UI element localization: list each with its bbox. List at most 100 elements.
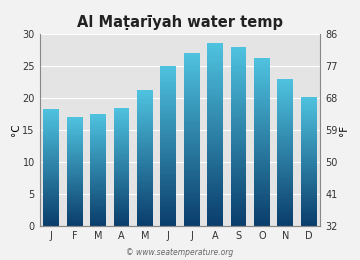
Bar <box>277 166 293 167</box>
Bar <box>43 125 59 126</box>
Bar <box>207 79 223 80</box>
Bar <box>301 198 317 199</box>
Bar <box>207 159 223 161</box>
Bar <box>184 62 200 63</box>
Bar <box>301 170 317 171</box>
Bar <box>160 107 176 109</box>
Bar <box>160 99 176 101</box>
Bar <box>230 131 247 132</box>
Bar <box>207 210 223 211</box>
Bar <box>301 104 317 105</box>
Bar <box>90 219 106 220</box>
Bar <box>277 161 293 162</box>
Bar <box>90 151 106 152</box>
Bar <box>254 109 270 110</box>
Bar <box>184 154 200 155</box>
Bar <box>43 153 59 154</box>
Bar <box>207 199 223 200</box>
Bar <box>277 193 293 194</box>
Bar <box>113 166 130 167</box>
Bar <box>301 155 317 156</box>
Bar <box>301 201 317 203</box>
Bar <box>254 216 270 218</box>
Bar <box>254 173 270 174</box>
Bar <box>160 165 176 166</box>
Bar <box>207 144 223 146</box>
Bar <box>160 125 176 126</box>
Bar <box>113 162 130 163</box>
Bar <box>43 160 59 161</box>
Bar <box>113 153 130 154</box>
Bar <box>43 167 59 168</box>
Bar <box>43 144 59 145</box>
Bar <box>254 190 270 191</box>
Bar <box>254 222 270 223</box>
Bar <box>90 216 106 217</box>
Bar <box>90 213 106 214</box>
Bar <box>277 197 293 198</box>
Bar <box>230 201 247 202</box>
Bar <box>113 143 130 144</box>
Bar <box>301 129 317 130</box>
Bar <box>160 193 176 194</box>
Bar <box>184 66 200 68</box>
Bar <box>254 135 270 137</box>
Bar <box>277 216 293 218</box>
Bar <box>301 116 317 117</box>
Bar <box>207 132 223 133</box>
Bar <box>301 181 317 182</box>
Bar <box>160 74 176 75</box>
Bar <box>113 191 130 192</box>
Bar <box>160 170 176 171</box>
Bar <box>67 142 83 143</box>
Bar <box>160 151 176 153</box>
Bar <box>301 111 317 112</box>
Bar <box>113 110 130 112</box>
Bar <box>90 116 106 117</box>
Bar <box>137 148 153 149</box>
Bar <box>67 146 83 147</box>
Bar <box>277 211 293 213</box>
Bar <box>277 90 293 91</box>
Bar <box>277 79 293 80</box>
Bar <box>254 61 270 62</box>
Bar <box>137 127 153 128</box>
Bar <box>113 214 130 215</box>
Bar <box>277 80 293 81</box>
Bar <box>301 220 317 221</box>
Bar <box>137 223 153 224</box>
Bar <box>207 118 223 120</box>
Bar <box>43 171 59 172</box>
Bar <box>301 219 317 220</box>
Bar <box>113 204 130 205</box>
Bar <box>230 171 247 172</box>
Bar <box>277 135 293 137</box>
Bar <box>137 119 153 120</box>
Bar <box>137 164 153 165</box>
Bar <box>160 157 176 158</box>
Bar <box>184 70 200 72</box>
Bar <box>113 165 130 166</box>
Bar <box>67 129 83 130</box>
Bar <box>301 150 317 151</box>
Bar <box>254 204 270 205</box>
Bar <box>207 164 223 165</box>
Bar <box>301 205 317 206</box>
Bar <box>184 225 200 226</box>
Bar <box>184 80 200 82</box>
Bar <box>90 184 106 185</box>
Bar <box>184 179 200 180</box>
Bar <box>277 91 293 92</box>
Bar <box>67 222 83 223</box>
Bar <box>254 121 270 122</box>
Bar <box>43 202 59 203</box>
Bar <box>301 217 317 218</box>
Bar <box>137 215 153 216</box>
Bar <box>230 66 247 68</box>
Bar <box>113 163 130 164</box>
Bar <box>43 162 59 163</box>
Bar <box>67 154 83 155</box>
Bar <box>254 98 270 99</box>
Bar <box>301 193 317 194</box>
Bar <box>254 144 270 145</box>
